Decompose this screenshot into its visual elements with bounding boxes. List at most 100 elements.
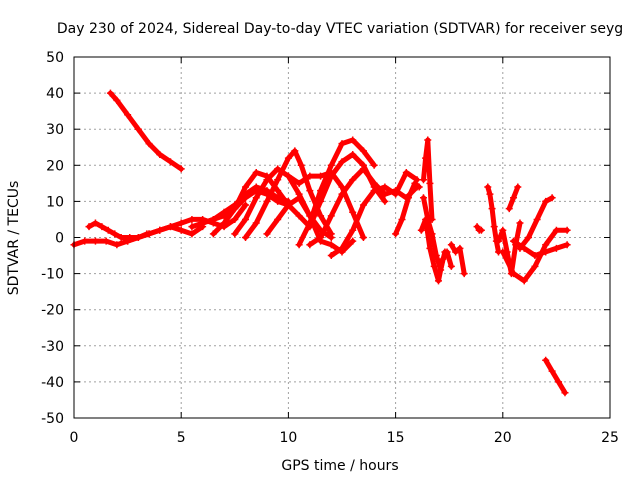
data-point	[490, 223, 498, 231]
data-point	[426, 179, 434, 187]
data-point	[437, 266, 445, 274]
data-point	[359, 234, 367, 241]
data-point	[306, 187, 314, 195]
data-point	[134, 234, 142, 241]
x-tick-label: 15	[387, 430, 405, 446]
series-trace-4	[124, 201, 250, 245]
data-point	[327, 212, 335, 220]
data-point	[424, 215, 432, 223]
data-point	[426, 244, 434, 252]
data-point	[231, 215, 239, 223]
data-point	[274, 187, 282, 195]
series-trace-27	[510, 237, 571, 260]
y-tick-label: 10	[46, 194, 64, 210]
data-point	[263, 187, 271, 195]
data-point	[284, 172, 292, 180]
data-point	[563, 241, 571, 249]
data-point	[113, 96, 121, 104]
data-point	[297, 161, 305, 169]
data-point	[392, 190, 400, 198]
data-point	[473, 223, 481, 231]
data-point	[231, 230, 239, 238]
data-point	[477, 226, 485, 234]
axis-ticks	[73, 56, 611, 419]
data-point	[327, 252, 335, 260]
series-trace-20	[447, 241, 468, 278]
data-point	[432, 252, 440, 260]
data-point	[252, 194, 260, 202]
data-point	[514, 183, 522, 191]
series-trace-16	[392, 179, 423, 238]
series-line	[210, 170, 313, 237]
series-line	[448, 242, 467, 277]
data-point	[252, 219, 260, 227]
data-point	[542, 197, 550, 205]
data-point	[555, 378, 563, 386]
data-point	[274, 215, 282, 223]
data-point	[349, 176, 357, 184]
data-point	[327, 161, 335, 169]
data-point	[199, 219, 207, 227]
series-trace-19	[419, 194, 449, 274]
data-point	[561, 389, 569, 397]
data-point	[415, 183, 423, 191]
chart-title: Day 230 of 2024, Sidereal Day-to-day VTE…	[57, 21, 623, 37]
data-point	[484, 183, 492, 191]
data-point	[548, 367, 556, 375]
data-point	[392, 230, 400, 238]
data-point	[419, 194, 427, 202]
data-point	[359, 165, 367, 173]
y-tick-label: 50	[46, 50, 64, 66]
data-point	[447, 262, 455, 270]
data-point	[274, 165, 282, 173]
data-point	[166, 223, 174, 231]
data-point	[113, 241, 121, 249]
data-point	[188, 230, 196, 238]
data-point	[349, 208, 357, 216]
data-point	[134, 125, 142, 133]
x-tick-label: 25	[601, 430, 619, 446]
data-point	[327, 241, 335, 249]
data-point	[447, 241, 455, 249]
data-point	[177, 219, 185, 227]
data-point	[520, 244, 528, 252]
y-tick-label: 30	[46, 122, 64, 138]
data-point	[338, 158, 346, 166]
data-point	[327, 169, 335, 177]
data-point	[370, 161, 378, 169]
data-point	[381, 190, 389, 198]
data-point	[106, 89, 114, 97]
data-point	[349, 136, 357, 144]
data-point	[428, 230, 436, 238]
data-point	[417, 226, 425, 234]
series-trace-22	[484, 183, 503, 256]
data-point	[220, 208, 228, 216]
data-point	[209, 230, 217, 238]
data-point	[177, 226, 185, 234]
data-point	[306, 172, 314, 180]
y-tick-label: -20	[41, 303, 64, 319]
data-point	[166, 158, 174, 166]
data-point	[499, 226, 507, 234]
data-point	[520, 277, 528, 285]
y-tick-label: 20	[46, 158, 64, 174]
y-tick-label: 40	[46, 86, 64, 102]
data-point	[499, 248, 507, 256]
data-point	[441, 248, 449, 256]
series-trace-28	[542, 356, 569, 397]
series-trace-15	[327, 169, 421, 260]
data-point	[85, 223, 93, 231]
data-point	[177, 165, 185, 173]
data-point	[252, 183, 260, 191]
series-trace-13	[284, 169, 367, 241]
data-point	[291, 147, 299, 155]
data-point	[295, 179, 303, 187]
data-point	[338, 140, 346, 148]
data-point	[488, 205, 496, 213]
data-point	[242, 215, 250, 223]
data-point	[525, 234, 533, 241]
data-point	[306, 223, 314, 231]
data-point	[242, 183, 250, 191]
data-point	[242, 201, 250, 209]
data-point	[338, 190, 346, 198]
